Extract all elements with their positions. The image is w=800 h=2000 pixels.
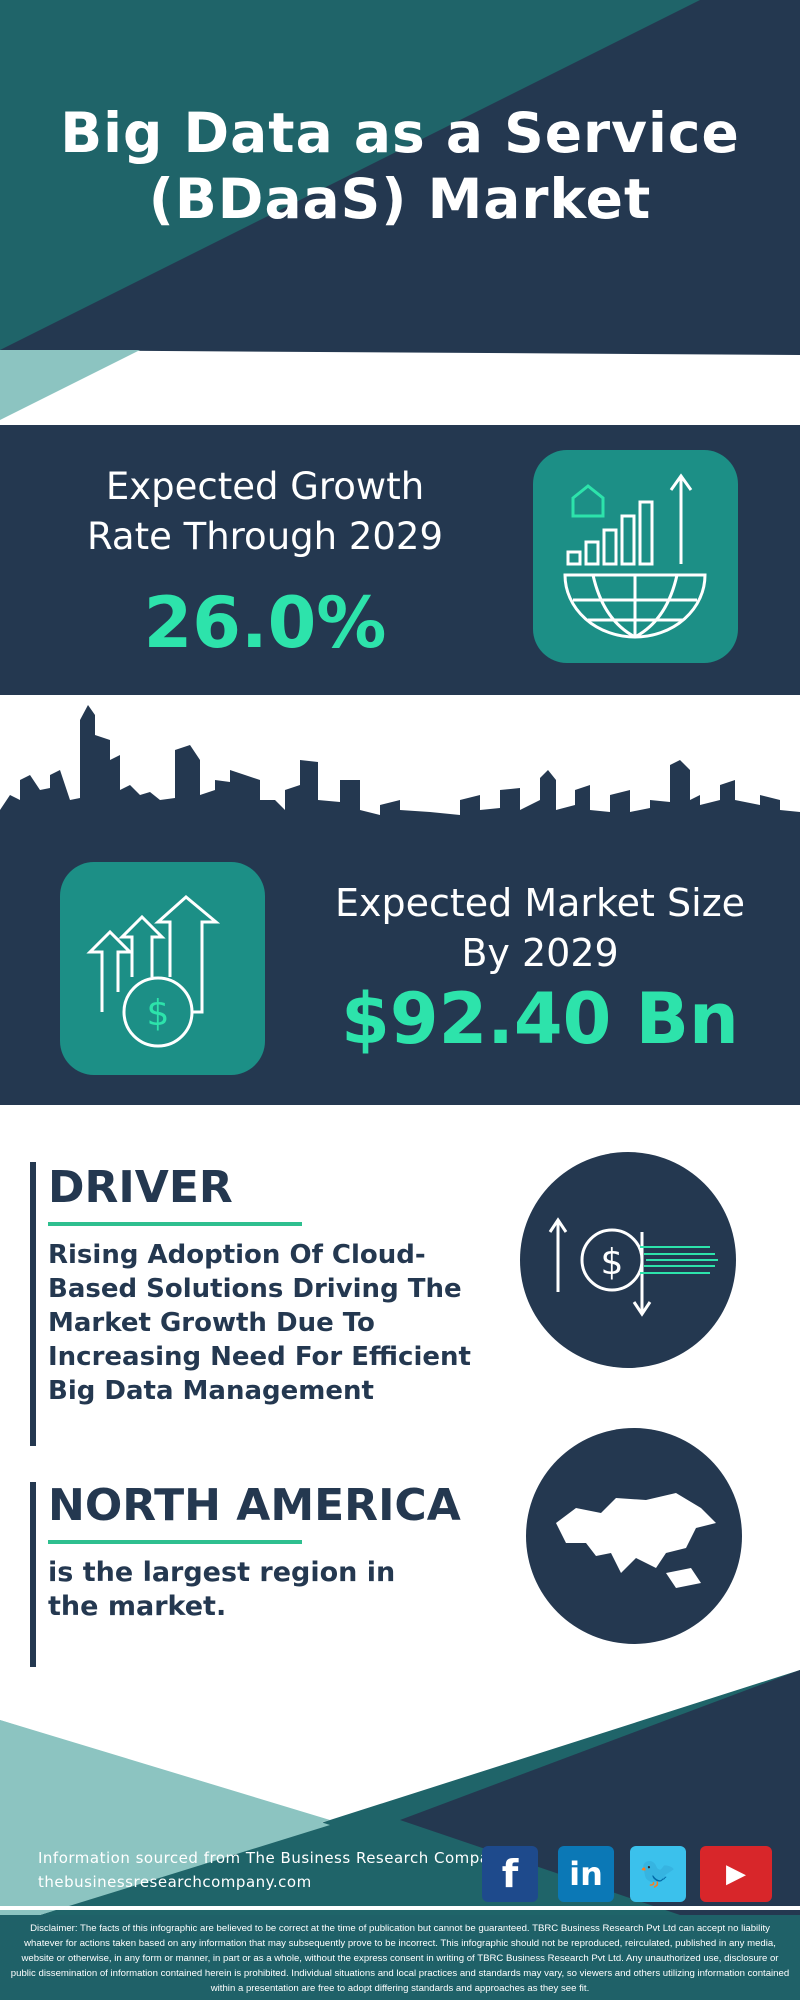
region-text: is the largest region in the market. [48,1557,396,1622]
facebook-icon[interactable]: f [482,1846,538,1902]
market-size-label: Expected Market Size By 2029 [334,881,746,975]
region-bar [30,1482,36,1667]
dollar-growth-arrows-icon: $ [60,862,265,1075]
linkedin-icon[interactable]: in [558,1846,614,1902]
growth-chart-globe-icon [533,450,738,663]
driver-underline [48,1222,302,1226]
market-size-value: $92.40 Bn [341,978,739,1060]
disclaimer: Disclaimer: The facts of this infographi… [0,1915,800,2000]
website-link[interactable]: thebusinessresearchcompany.com [38,1873,312,1891]
driver-heading: DRIVER [48,1162,233,1213]
divider [0,1906,800,1910]
header-background [0,0,800,425]
svg-text:$: $ [601,1242,624,1283]
driver-bar [30,1162,36,1446]
dollar-exchange-icon: $ [520,1152,736,1368]
youtube-icon[interactable]: ▶ [700,1846,772,1902]
city-skyline [0,705,800,865]
growth-value: 26.0% [143,582,387,664]
svg-text:$: $ [147,993,170,1034]
region-heading: NORTH AMERICA [48,1480,461,1531]
source-info: Information sourced from The Business Re… [38,1846,509,1894]
page-title: Big Data as a Service (BDaaS) Market [60,101,740,231]
growth-label: Expected Growth Rate Through 2029 [87,465,443,558]
world-map-icon [526,1428,742,1644]
twitter-icon[interactable]: 🐦 [630,1846,686,1902]
driver-text: Rising Adoption Of Cloud-Based Solutions… [48,1240,471,1406]
region-underline [48,1540,302,1544]
